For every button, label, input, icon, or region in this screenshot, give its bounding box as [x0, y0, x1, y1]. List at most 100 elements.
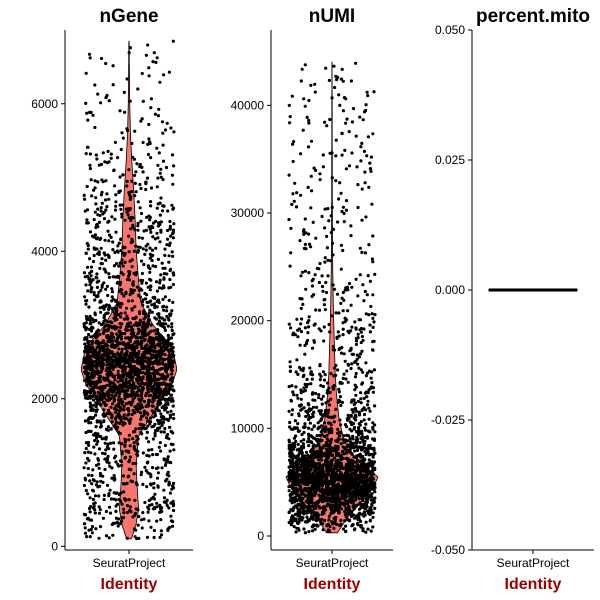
data-point [343, 495, 348, 499]
data-point [142, 339, 146, 343]
data-point [128, 455, 132, 459]
data-point [335, 336, 339, 340]
data-point [128, 99, 132, 103]
data-point [307, 444, 311, 448]
data-point [94, 196, 98, 200]
data-point [299, 152, 303, 156]
data-point [298, 496, 302, 500]
data-point [125, 481, 129, 485]
data-point [158, 171, 162, 175]
data-point [324, 280, 328, 285]
data-point [104, 448, 108, 452]
data-point [296, 502, 300, 506]
data-point [149, 323, 153, 327]
data-point [323, 260, 327, 264]
data-point [329, 481, 333, 485]
data-point [86, 396, 90, 401]
data-point [154, 408, 158, 412]
data-point [117, 402, 121, 406]
data-point [316, 427, 320, 431]
data-point [138, 245, 142, 249]
data-point [302, 430, 306, 435]
data-point [359, 477, 363, 481]
data-point [318, 261, 322, 266]
data-point [97, 447, 102, 451]
data-point [114, 498, 118, 502]
data-point [170, 153, 175, 157]
data-point [115, 420, 119, 425]
data-point [90, 342, 94, 346]
data-point [129, 354, 133, 358]
data-point [371, 234, 375, 238]
data-point [131, 461, 135, 466]
data-point [88, 496, 92, 500]
data-point [141, 510, 145, 515]
data-point [135, 452, 139, 456]
data-point [164, 386, 168, 390]
data-point [162, 382, 166, 386]
data-point [327, 514, 331, 519]
data-point [323, 120, 327, 124]
data-point [114, 460, 118, 464]
data-point [159, 347, 163, 351]
data-point [151, 264, 155, 268]
data-point [316, 452, 320, 456]
data-point [371, 437, 375, 441]
data-point [151, 495, 155, 499]
data-point [359, 159, 363, 163]
data-point [144, 365, 148, 369]
data-point [330, 176, 334, 180]
data-point [152, 51, 156, 55]
data-point [84, 393, 88, 397]
data-point [369, 529, 373, 533]
data-point [366, 403, 370, 407]
y-tick-label: 4000 [31, 244, 58, 258]
data-point [130, 480, 134, 484]
data-point [136, 409, 140, 413]
data-point [89, 288, 93, 292]
data-point [315, 501, 319, 506]
data-point [302, 373, 306, 377]
data-point [366, 399, 370, 403]
data-point [327, 408, 331, 412]
data-point [128, 444, 132, 448]
data-point [137, 389, 141, 393]
data-point [168, 219, 172, 224]
data-point [116, 244, 120, 248]
data-point [287, 409, 291, 413]
data-point [109, 152, 113, 156]
data-point [136, 523, 140, 527]
data-point [87, 416, 91, 420]
data-point [118, 383, 122, 387]
data-point [143, 315, 148, 319]
data-point [170, 250, 174, 254]
data-point [103, 452, 107, 456]
data-point [339, 470, 343, 475]
data-point [338, 499, 342, 503]
data-point [133, 498, 137, 502]
data-point [301, 302, 305, 306]
data-point [334, 459, 338, 463]
data-point [343, 423, 348, 427]
data-point [150, 248, 155, 252]
data-point [95, 272, 99, 276]
data-point [351, 437, 355, 441]
data-point [157, 394, 161, 398]
data-point [112, 168, 116, 172]
data-point [147, 66, 151, 70]
data-point [124, 498, 128, 502]
data-point [87, 52, 92, 56]
data-point [325, 454, 329, 458]
data-point [131, 375, 135, 379]
data-point [340, 296, 344, 300]
data-point [336, 330, 340, 334]
data-point [171, 481, 176, 485]
data-point [320, 481, 324, 485]
data-point [142, 329, 146, 333]
data-point [98, 374, 102, 378]
data-point [106, 293, 110, 298]
data-point [330, 461, 334, 465]
data-point [145, 430, 149, 434]
data-point [99, 479, 103, 483]
data-point [320, 402, 324, 406]
